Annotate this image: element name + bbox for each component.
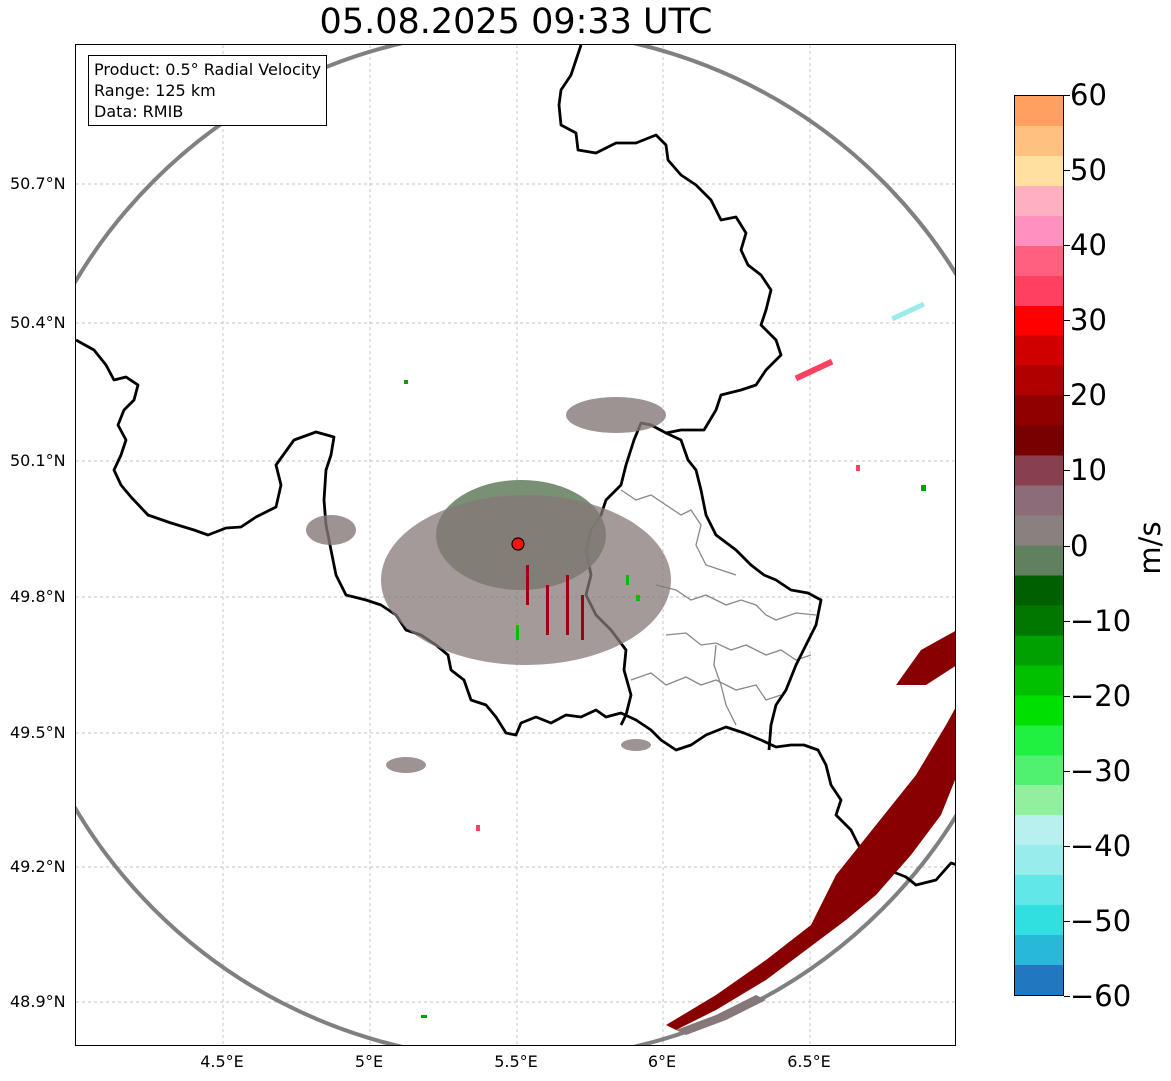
info-range: Range: 125 km bbox=[94, 81, 216, 100]
colorbar-tick-mark bbox=[1064, 245, 1070, 246]
radar-map[interactable] bbox=[75, 44, 956, 1046]
colorbar-tick-mark bbox=[1064, 696, 1070, 697]
colorbar-tick-label: −50 bbox=[1070, 904, 1132, 938]
lat-label: 50.7°N bbox=[10, 174, 66, 193]
storm-band bbox=[666, 708, 955, 1030]
colorbar-unit: m/s bbox=[1133, 521, 1167, 575]
velocity-echoes bbox=[306, 301, 955, 1035]
chart-title: 05.08.2025 09:33 UTC bbox=[319, 2, 713, 42]
colorbar-tick-mark bbox=[1064, 546, 1070, 547]
colorbar-tick-mark bbox=[1064, 921, 1070, 922]
colorbar-tick-label: 40 bbox=[1070, 228, 1107, 262]
colorbar-tick-mark bbox=[1064, 621, 1070, 622]
colorbar-tick-label: 50 bbox=[1070, 153, 1107, 187]
lon-label: 5.5°E bbox=[494, 1052, 538, 1071]
lat-label: 49.2°N bbox=[10, 857, 66, 876]
lon-label: 6.5°E bbox=[787, 1052, 831, 1071]
radar-site-marker bbox=[511, 537, 525, 551]
colorbar-tick-label: 0 bbox=[1070, 529, 1089, 563]
colorbar-tick-mark bbox=[1064, 996, 1070, 997]
info-data: Data: RMIB bbox=[94, 102, 184, 121]
lat-label: 48.9°N bbox=[10, 992, 66, 1011]
info-product: Product: 0.5° Radial Velocity bbox=[94, 60, 322, 79]
national-borders bbox=[76, 45, 955, 887]
colorbar-tick-label: −10 bbox=[1070, 604, 1132, 638]
info-box: Product: 0.5° Radial Velocity Range: 125… bbox=[88, 55, 328, 126]
lat-label: 50.1°N bbox=[10, 451, 66, 470]
colorbar-tick-mark bbox=[1064, 320, 1070, 321]
colorbar-tick-label: 20 bbox=[1070, 378, 1107, 412]
colorbar-tick-mark bbox=[1064, 95, 1070, 96]
lat-label: 49.5°N bbox=[10, 723, 66, 742]
colorbar-tick-label: 60 bbox=[1070, 78, 1107, 112]
lat-label: 50.4°N bbox=[10, 313, 66, 332]
colorbar-tick-label: −60 bbox=[1070, 979, 1132, 1013]
colorbar-tick-label: −20 bbox=[1070, 679, 1132, 713]
colorbar-tick-label: −30 bbox=[1070, 754, 1132, 788]
lon-label: 5°E bbox=[354, 1052, 384, 1071]
lat-label: 49.8°N bbox=[10, 587, 66, 606]
lon-label: 6°E bbox=[647, 1052, 677, 1071]
lon-label: 4.5°E bbox=[200, 1052, 244, 1071]
colorbar-tick-mark bbox=[1064, 395, 1070, 396]
colorbar-tick-label: −40 bbox=[1070, 829, 1132, 863]
velocity-colorbar bbox=[1014, 95, 1064, 996]
province-boundaries bbox=[620, 489, 817, 726]
colorbar-tick-mark bbox=[1064, 470, 1070, 471]
colorbar-tick-mark bbox=[1064, 771, 1070, 772]
colorbar-tick-mark bbox=[1064, 170, 1070, 171]
colorbar-tick-mark bbox=[1064, 846, 1070, 847]
colorbar-tick-label: 10 bbox=[1070, 453, 1107, 487]
colorbar-tick-label: 30 bbox=[1070, 303, 1107, 337]
